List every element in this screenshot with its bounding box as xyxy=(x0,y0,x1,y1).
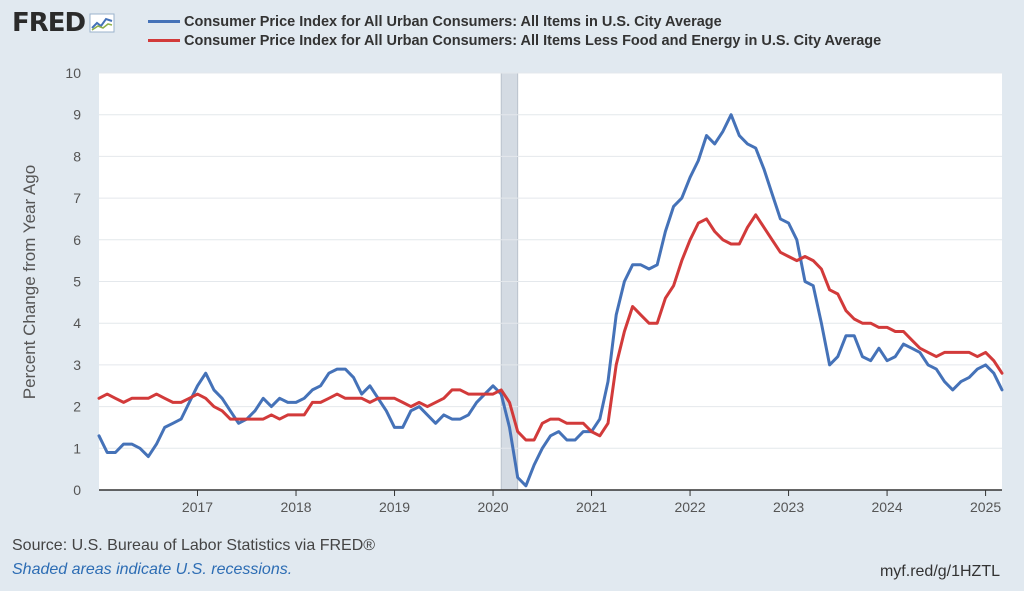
x-tick-label: 2023 xyxy=(773,499,804,515)
source-text: Source: U.S. Bureau of Labor Statistics … xyxy=(12,537,376,554)
fred-chart-icon xyxy=(89,13,115,33)
y-tick-label: 3 xyxy=(73,357,81,373)
x-tick-label: 2021 xyxy=(576,499,607,515)
logo-text: FRED xyxy=(12,8,86,38)
legend-label-cpi-all: Consumer Price Index for All Urban Consu… xyxy=(184,13,722,30)
series-line-cpi-core xyxy=(97,213,1004,442)
x-tick-label: 2020 xyxy=(477,499,508,515)
x-tick-label: 2024 xyxy=(871,499,902,515)
series-lines xyxy=(97,113,1004,488)
legend-swatch-cpi-all xyxy=(148,20,180,23)
y-tick-label: 1 xyxy=(73,440,81,456)
y-tick-label: 9 xyxy=(73,107,81,123)
chart-area[interactable]: 0 1 2 3 4 5 6 7 8 9 10 2017 2018 2019 2020 2021 2022 202… xyxy=(0,0,1024,530)
y-tick-label: 8 xyxy=(73,148,81,164)
y-tick-label: 10 xyxy=(65,65,81,81)
y-tick-label: 5 xyxy=(73,274,81,290)
y-axis-label: Percent Change from Year Ago xyxy=(20,165,39,399)
x-tick-label: 2022 xyxy=(674,499,705,515)
short-url-link[interactable]: myf.red/g/1HZTL xyxy=(879,563,1000,580)
y-axis-ticks: 0 1 2 3 4 5 6 7 8 9 10 xyxy=(65,65,81,498)
x-axis-ticks: 2017 2018 2019 2020 2021 2022 2023 2024 2025 xyxy=(182,490,1001,515)
grid-lines xyxy=(99,72,1002,449)
legend-item-cpi-all[interactable]: Consumer Price Index for All Urban Consu… xyxy=(148,12,881,31)
legend-swatch-cpi-core xyxy=(148,39,180,42)
x-tick-label: 2018 xyxy=(280,499,311,515)
fred-logo[interactable]: FRED xyxy=(12,8,115,38)
x-tick-label: 2025 xyxy=(970,499,1001,515)
recession-note: Shaded areas indicate U.S. recessions. xyxy=(12,561,293,578)
series-line-cpi-all xyxy=(97,113,1004,488)
y-tick-label: 6 xyxy=(73,232,81,248)
chart-legend: Consumer Price Index for All Urban Consu… xyxy=(148,12,881,50)
x-tick-label: 2019 xyxy=(379,499,410,515)
x-tick-label: 2017 xyxy=(182,499,213,515)
y-tick-label: 4 xyxy=(73,315,81,331)
y-tick-label: 2 xyxy=(73,399,81,415)
y-tick-label: 0 xyxy=(73,482,81,498)
legend-label-cpi-core: Consumer Price Index for All Urban Consu… xyxy=(184,32,882,49)
y-tick-label: 7 xyxy=(73,190,81,206)
legend-item-cpi-core[interactable]: Consumer Price Index for All Urban Consu… xyxy=(148,31,881,50)
